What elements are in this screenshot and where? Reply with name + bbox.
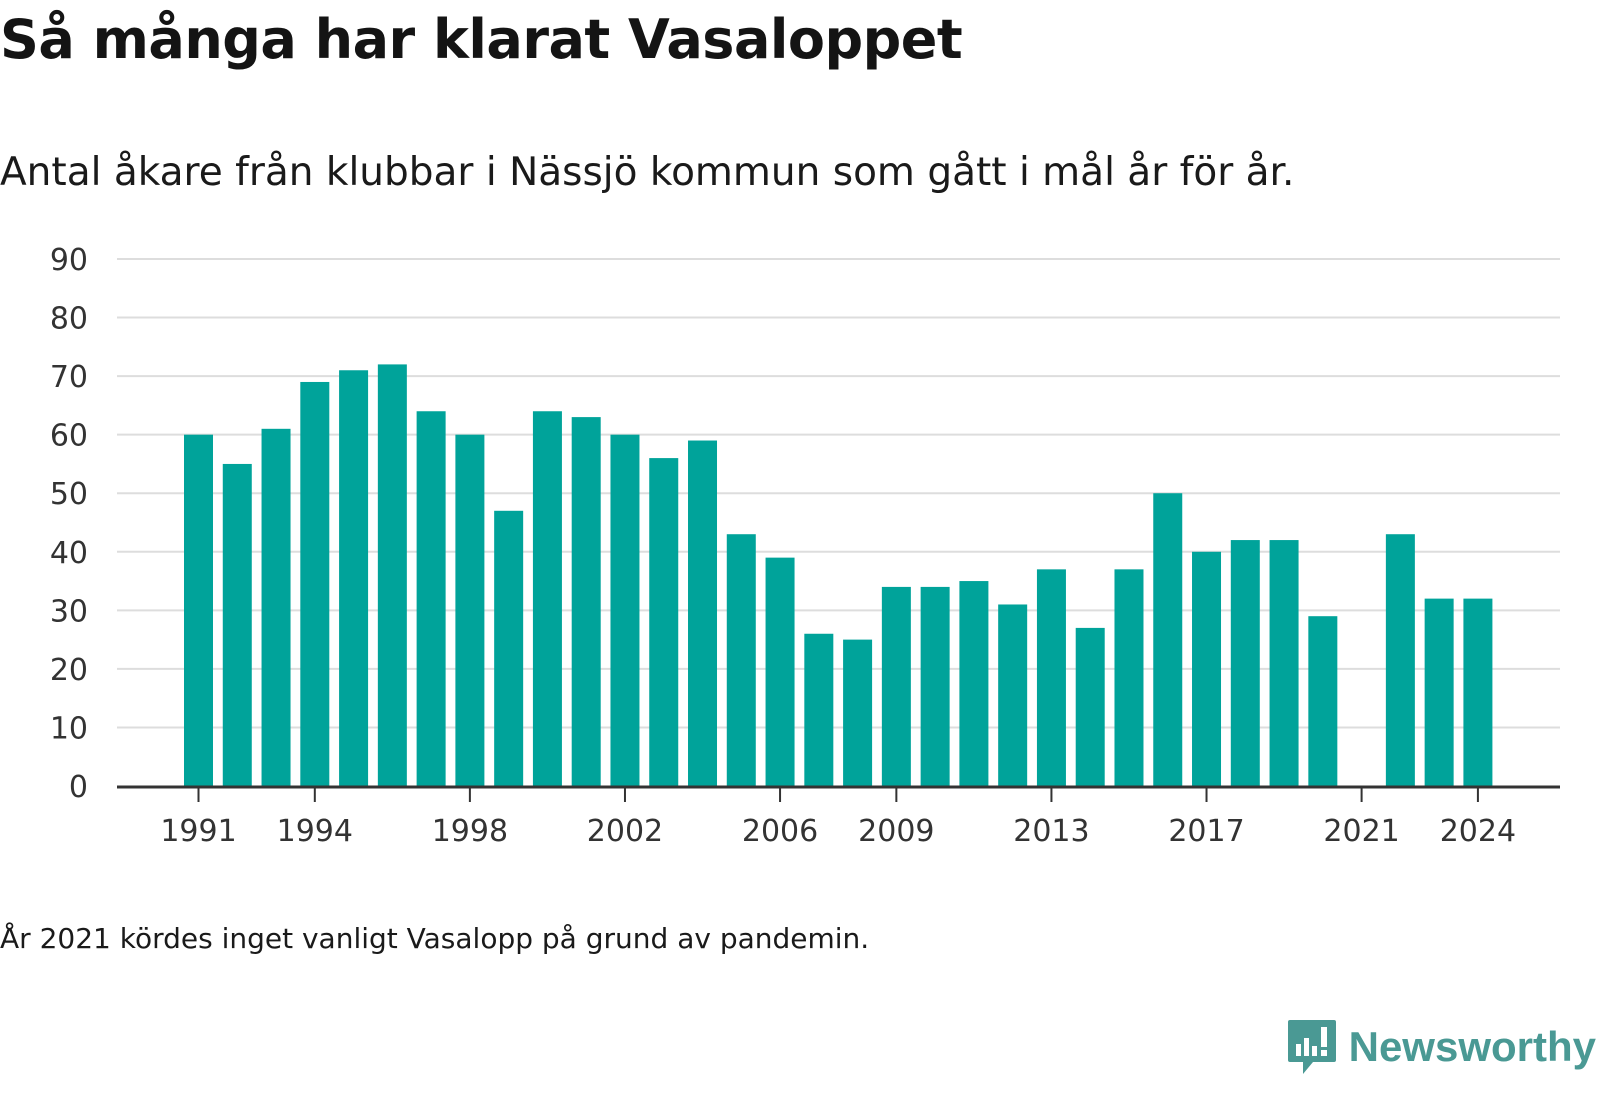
x-tick-label: 1998 <box>432 814 508 849</box>
y-axis-labels: 0 10 20 30 40 50 60 70 80 90 <box>50 243 88 805</box>
y-tick-label: 30 <box>50 594 88 629</box>
bar-2009 <box>881 586 911 786</box>
bar-2010 <box>920 586 950 786</box>
y-tick-label: 50 <box>50 477 88 512</box>
brand-logo[interactable]: Newsworthy <box>1287 1018 1596 1076</box>
bar-1999 <box>494 510 524 786</box>
bar-1997 <box>416 411 446 786</box>
x-tick-label: 2021 <box>1323 814 1399 849</box>
x-tick-label: 2002 <box>587 814 663 849</box>
bar-2023 <box>1424 598 1454 786</box>
bar-2015 <box>1114 569 1144 786</box>
bar-2006 <box>765 557 795 786</box>
bar-2005 <box>726 534 756 786</box>
newsworthy-logo-icon <box>1287 1020 1336 1074</box>
bar-2016 <box>1153 493 1183 786</box>
x-tick-label: 2006 <box>742 814 818 849</box>
bar-2022 <box>1385 534 1415 786</box>
bar-2002 <box>610 434 640 786</box>
bar-2012 <box>998 604 1028 786</box>
bar-2014 <box>1075 627 1105 786</box>
brand-name: Newsworthy <box>1348 1023 1596 1070</box>
x-tick-label: 1994 <box>277 814 353 849</box>
bar-chart: 0 10 20 30 40 50 60 70 80 90 1991 1994 1998 2002 2006… <box>50 243 1560 849</box>
bar-2008 <box>843 639 873 786</box>
x-tick-label: 2013 <box>1013 814 1089 849</box>
bar-2019 <box>1269 540 1299 786</box>
bar-1996 <box>377 364 407 786</box>
chart-title: Så många har klarat Vasaloppet <box>0 8 963 71</box>
x-tick-label: 2009 <box>858 814 934 849</box>
bars <box>184 364 1493 786</box>
bar-1995 <box>339 370 369 786</box>
x-tick-label: 1991 <box>160 814 236 849</box>
x-tick-label: 2024 <box>1440 814 1516 849</box>
y-tick-label: 40 <box>50 536 88 571</box>
bar-2011 <box>959 581 989 786</box>
footnote: År 2021 kördes inget vanligt Vasalopp på… <box>0 922 870 955</box>
y-tick-label: 0 <box>69 770 88 805</box>
y-tick-label: 70 <box>50 360 88 395</box>
y-tick-label: 80 <box>50 302 88 337</box>
bar-2013 <box>1036 569 1066 786</box>
bar-2024 <box>1463 598 1493 786</box>
y-tick-label: 90 <box>50 243 88 278</box>
bar-1991 <box>184 434 213 786</box>
bar-1994 <box>300 381 330 786</box>
bar-1998 <box>455 434 485 786</box>
bar-2018 <box>1230 540 1260 786</box>
bar-2007 <box>804 633 834 786</box>
bar-2000 <box>532 411 562 786</box>
y-tick-label: 10 <box>50 711 88 746</box>
x-axis <box>117 785 1560 802</box>
bar-2020 <box>1308 616 1338 786</box>
x-axis-labels: 1991 1994 1998 2002 2006 2009 2013 2017 2021 2024 <box>160 814 1516 849</box>
y-tick-label: 60 <box>50 419 88 454</box>
bar-1993 <box>261 428 291 786</box>
bar-2004 <box>688 440 718 786</box>
bar-2017 <box>1192 551 1222 786</box>
gridlines <box>117 258 1560 729</box>
y-tick-label: 20 <box>50 653 88 688</box>
bar-2003 <box>649 458 679 786</box>
chart-subtitle: Antal åkare från klubbar i Nässjö kommun… <box>0 150 1295 195</box>
bar-2001 <box>571 417 601 786</box>
x-tick-label: 2017 <box>1168 814 1244 849</box>
bar-1992 <box>222 463 252 786</box>
